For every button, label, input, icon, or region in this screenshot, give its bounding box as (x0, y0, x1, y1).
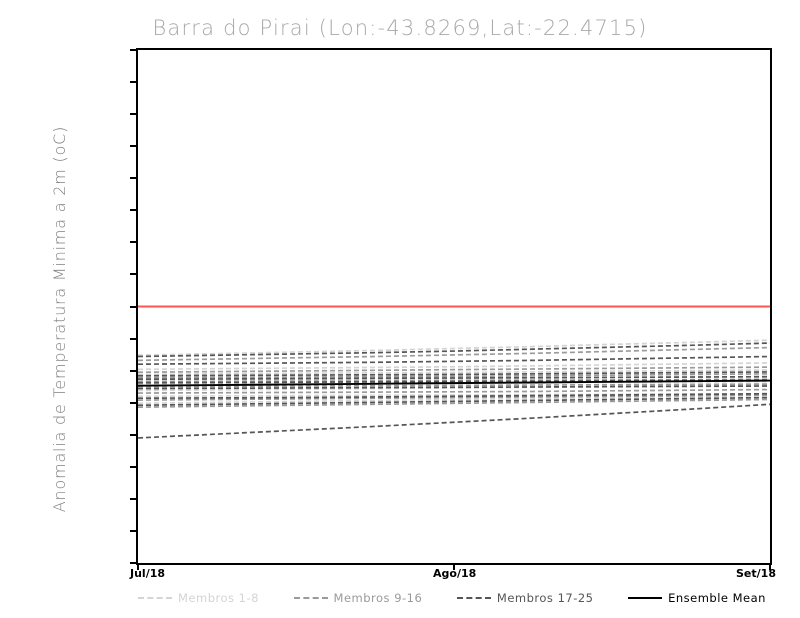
ensemble-member-line (138, 375, 770, 381)
y-tick-mark (130, 273, 138, 276)
chart-legend: Membros 1-8 Membros 9-16 Membros 17-25 Ense… (138, 588, 770, 608)
x-tick-label: Jul/18 (130, 567, 166, 580)
legend-line-swatch (628, 596, 663, 600)
y-tick-mark (130, 305, 138, 308)
ensemble-member-line (138, 355, 770, 366)
x-tick-mark (769, 563, 771, 570)
ensemble-member-line (138, 362, 770, 371)
legend-item[interactable]: Membros 1-8 (138, 591, 259, 605)
y-tick-mark (130, 369, 138, 372)
ensemble-member-line (138, 342, 770, 358)
ensemble-member-line (138, 378, 770, 383)
y-tick-mark (130, 337, 138, 340)
y-tick-mark (130, 465, 138, 468)
y-tick-mark (130, 49, 138, 51)
ensemble-member-line (138, 369, 770, 376)
legend-item[interactable]: Ensemble Mean (628, 591, 766, 605)
ensemble-lines-svg (138, 305, 770, 439)
y-tick-mark (130, 209, 138, 212)
ensemble-member-line (138, 375, 770, 382)
y-tick-mark (130, 113, 138, 116)
x-tick-label: Ago/18 (433, 567, 477, 580)
y-tick-mark (130, 497, 138, 500)
ensemble-member-line (138, 394, 770, 401)
ensemble-member-line (138, 366, 770, 374)
y-tick-mark (130, 401, 138, 404)
legend-line-swatch (456, 597, 491, 599)
legend-line-swatch (138, 597, 172, 599)
legend-label: Ensemble Mean (668, 591, 766, 605)
y-tick-mark (130, 177, 138, 180)
ensemble-member-line (138, 396, 770, 407)
y-axis-title-wrap: Anomalia de Temperatura Minima a 2m (oC) (50, 59, 76, 579)
plot-top-border (136, 48, 772, 51)
ensemble-member-line (138, 383, 770, 388)
y-tick-mark (130, 241, 138, 244)
x-tick-mark (137, 563, 139, 570)
y-tick-mark (130, 529, 138, 532)
ensemble-member-line (138, 346, 770, 362)
ensemble-member-line (138, 379, 770, 384)
x-tick-mark (453, 563, 455, 570)
legend-item[interactable]: Membros 9-16 (293, 591, 423, 605)
y-tick-mark (130, 81, 138, 84)
chart-title: Barra do Pirai (Lon:-43.8269,Lat:-22.471… (152, 16, 648, 40)
plot-area (138, 50, 770, 563)
legend-label: Membros 9-16 (333, 591, 423, 605)
ensemble-member-line (138, 392, 770, 398)
legend-item[interactable]: Membros 17-25 (456, 591, 594, 605)
y-tick-mark (130, 562, 138, 564)
ensemble-member-line (138, 398, 770, 409)
ensemble-member-line (138, 388, 770, 394)
ensemble-member-line (138, 385, 770, 390)
ensemble-member-line (138, 394, 770, 405)
ensemble-mean-line (138, 379, 770, 387)
ensemble-member-line (138, 403, 770, 439)
y-axis-title: Anomalia de Temperatura Minima a 2m (oC) (50, 125, 69, 513)
ensemble-member-line (138, 372, 770, 379)
y-tick-mark (130, 433, 138, 436)
plot-right-border (769, 48, 772, 565)
legend-label: Membros 17-25 (496, 591, 594, 605)
legend-line-swatch (293, 597, 328, 599)
legend-label: Membros 1-8 (178, 591, 259, 605)
ensemble-member-line (138, 339, 770, 357)
ensemble-member-line (138, 371, 770, 377)
ensemble-member-line (138, 392, 770, 400)
x-tick-label: Set/18 (736, 567, 776, 580)
y-tick-mark (130, 145, 138, 148)
